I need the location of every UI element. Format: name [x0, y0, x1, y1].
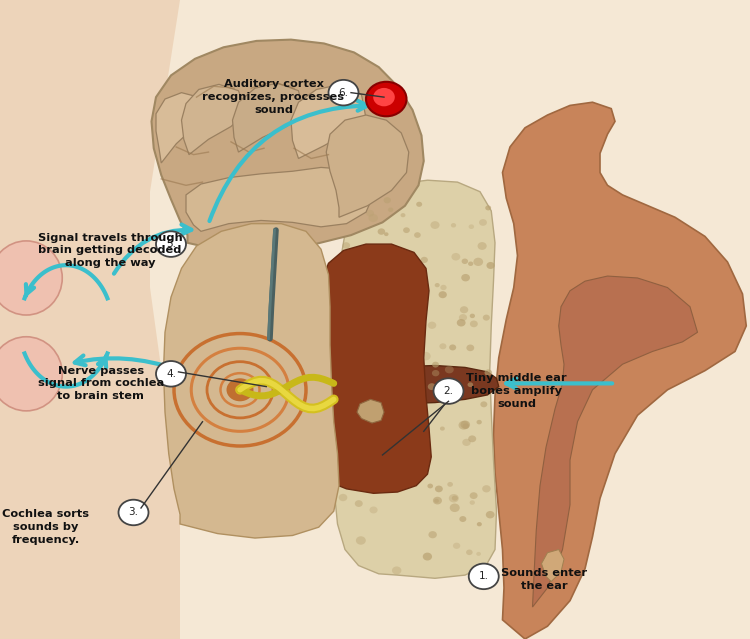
Circle shape: [351, 196, 359, 202]
Circle shape: [343, 370, 350, 376]
Circle shape: [421, 352, 430, 360]
Circle shape: [367, 392, 376, 400]
Circle shape: [394, 471, 402, 477]
Circle shape: [435, 486, 442, 492]
Circle shape: [350, 275, 355, 279]
Circle shape: [462, 439, 471, 446]
Circle shape: [420, 290, 427, 296]
Circle shape: [407, 277, 415, 283]
Circle shape: [368, 214, 378, 222]
Circle shape: [339, 447, 350, 456]
Circle shape: [477, 522, 482, 527]
Circle shape: [469, 224, 474, 229]
Circle shape: [387, 463, 398, 472]
Circle shape: [416, 202, 422, 207]
Circle shape: [422, 272, 427, 277]
Polygon shape: [182, 84, 246, 155]
Circle shape: [388, 415, 394, 420]
Circle shape: [343, 426, 347, 430]
Circle shape: [226, 378, 254, 401]
Circle shape: [340, 198, 347, 204]
Circle shape: [449, 344, 456, 350]
Text: 5.: 5.: [166, 239, 176, 249]
Circle shape: [451, 223, 456, 227]
Polygon shape: [494, 102, 746, 639]
Circle shape: [376, 397, 383, 403]
Circle shape: [432, 370, 439, 376]
Text: Signal travels through
brain getting decoded
along the way: Signal travels through brain getting dec…: [38, 233, 182, 268]
Circle shape: [470, 321, 478, 327]
Circle shape: [421, 257, 428, 263]
Circle shape: [377, 228, 386, 235]
Circle shape: [344, 447, 352, 454]
Circle shape: [383, 197, 391, 203]
Circle shape: [347, 419, 353, 425]
Circle shape: [156, 231, 186, 257]
Circle shape: [460, 306, 468, 313]
Circle shape: [482, 485, 490, 493]
Circle shape: [473, 258, 483, 266]
Polygon shape: [326, 115, 409, 217]
Circle shape: [427, 484, 433, 488]
Circle shape: [372, 388, 382, 396]
Circle shape: [414, 232, 421, 238]
Circle shape: [156, 361, 186, 387]
Circle shape: [374, 88, 394, 106]
Circle shape: [469, 564, 499, 589]
Text: 3.: 3.: [128, 507, 139, 518]
Circle shape: [476, 552, 481, 556]
Circle shape: [484, 369, 492, 376]
Circle shape: [423, 553, 432, 560]
Text: 4.: 4.: [166, 369, 176, 379]
Polygon shape: [309, 366, 499, 404]
Circle shape: [366, 82, 407, 116]
Circle shape: [328, 80, 358, 105]
Circle shape: [446, 397, 453, 403]
Circle shape: [342, 242, 350, 249]
Circle shape: [459, 516, 466, 522]
Circle shape: [384, 232, 388, 236]
Circle shape: [448, 494, 459, 502]
Circle shape: [392, 566, 401, 574]
Polygon shape: [232, 83, 304, 152]
Circle shape: [433, 378, 464, 404]
Circle shape: [460, 420, 470, 429]
Circle shape: [439, 291, 447, 298]
Circle shape: [405, 325, 413, 331]
Circle shape: [467, 382, 473, 387]
Circle shape: [468, 435, 476, 442]
Circle shape: [440, 285, 447, 290]
Circle shape: [351, 287, 360, 295]
Circle shape: [363, 434, 374, 442]
Circle shape: [461, 274, 470, 281]
Circle shape: [459, 314, 467, 321]
Circle shape: [376, 473, 382, 478]
Circle shape: [434, 498, 439, 503]
Circle shape: [369, 373, 376, 380]
Circle shape: [476, 420, 482, 424]
Circle shape: [406, 295, 411, 298]
Polygon shape: [156, 93, 206, 163]
Polygon shape: [0, 0, 180, 639]
Circle shape: [461, 259, 468, 264]
Text: Cochlea sorts
sounds by
frequency.: Cochlea sorts sounds by frequency.: [2, 509, 89, 545]
Text: 6.: 6.: [338, 88, 349, 98]
Circle shape: [375, 417, 381, 422]
Circle shape: [388, 208, 394, 212]
Circle shape: [390, 367, 399, 375]
Circle shape: [427, 383, 436, 390]
Polygon shape: [532, 276, 698, 607]
Circle shape: [366, 210, 374, 217]
Circle shape: [452, 495, 458, 501]
Circle shape: [344, 341, 350, 346]
Circle shape: [463, 424, 470, 429]
Circle shape: [440, 426, 445, 431]
Circle shape: [445, 366, 454, 373]
Circle shape: [432, 362, 439, 367]
Circle shape: [370, 473, 376, 479]
Circle shape: [384, 447, 393, 455]
Circle shape: [487, 262, 495, 269]
Circle shape: [485, 205, 491, 210]
Circle shape: [480, 401, 488, 407]
